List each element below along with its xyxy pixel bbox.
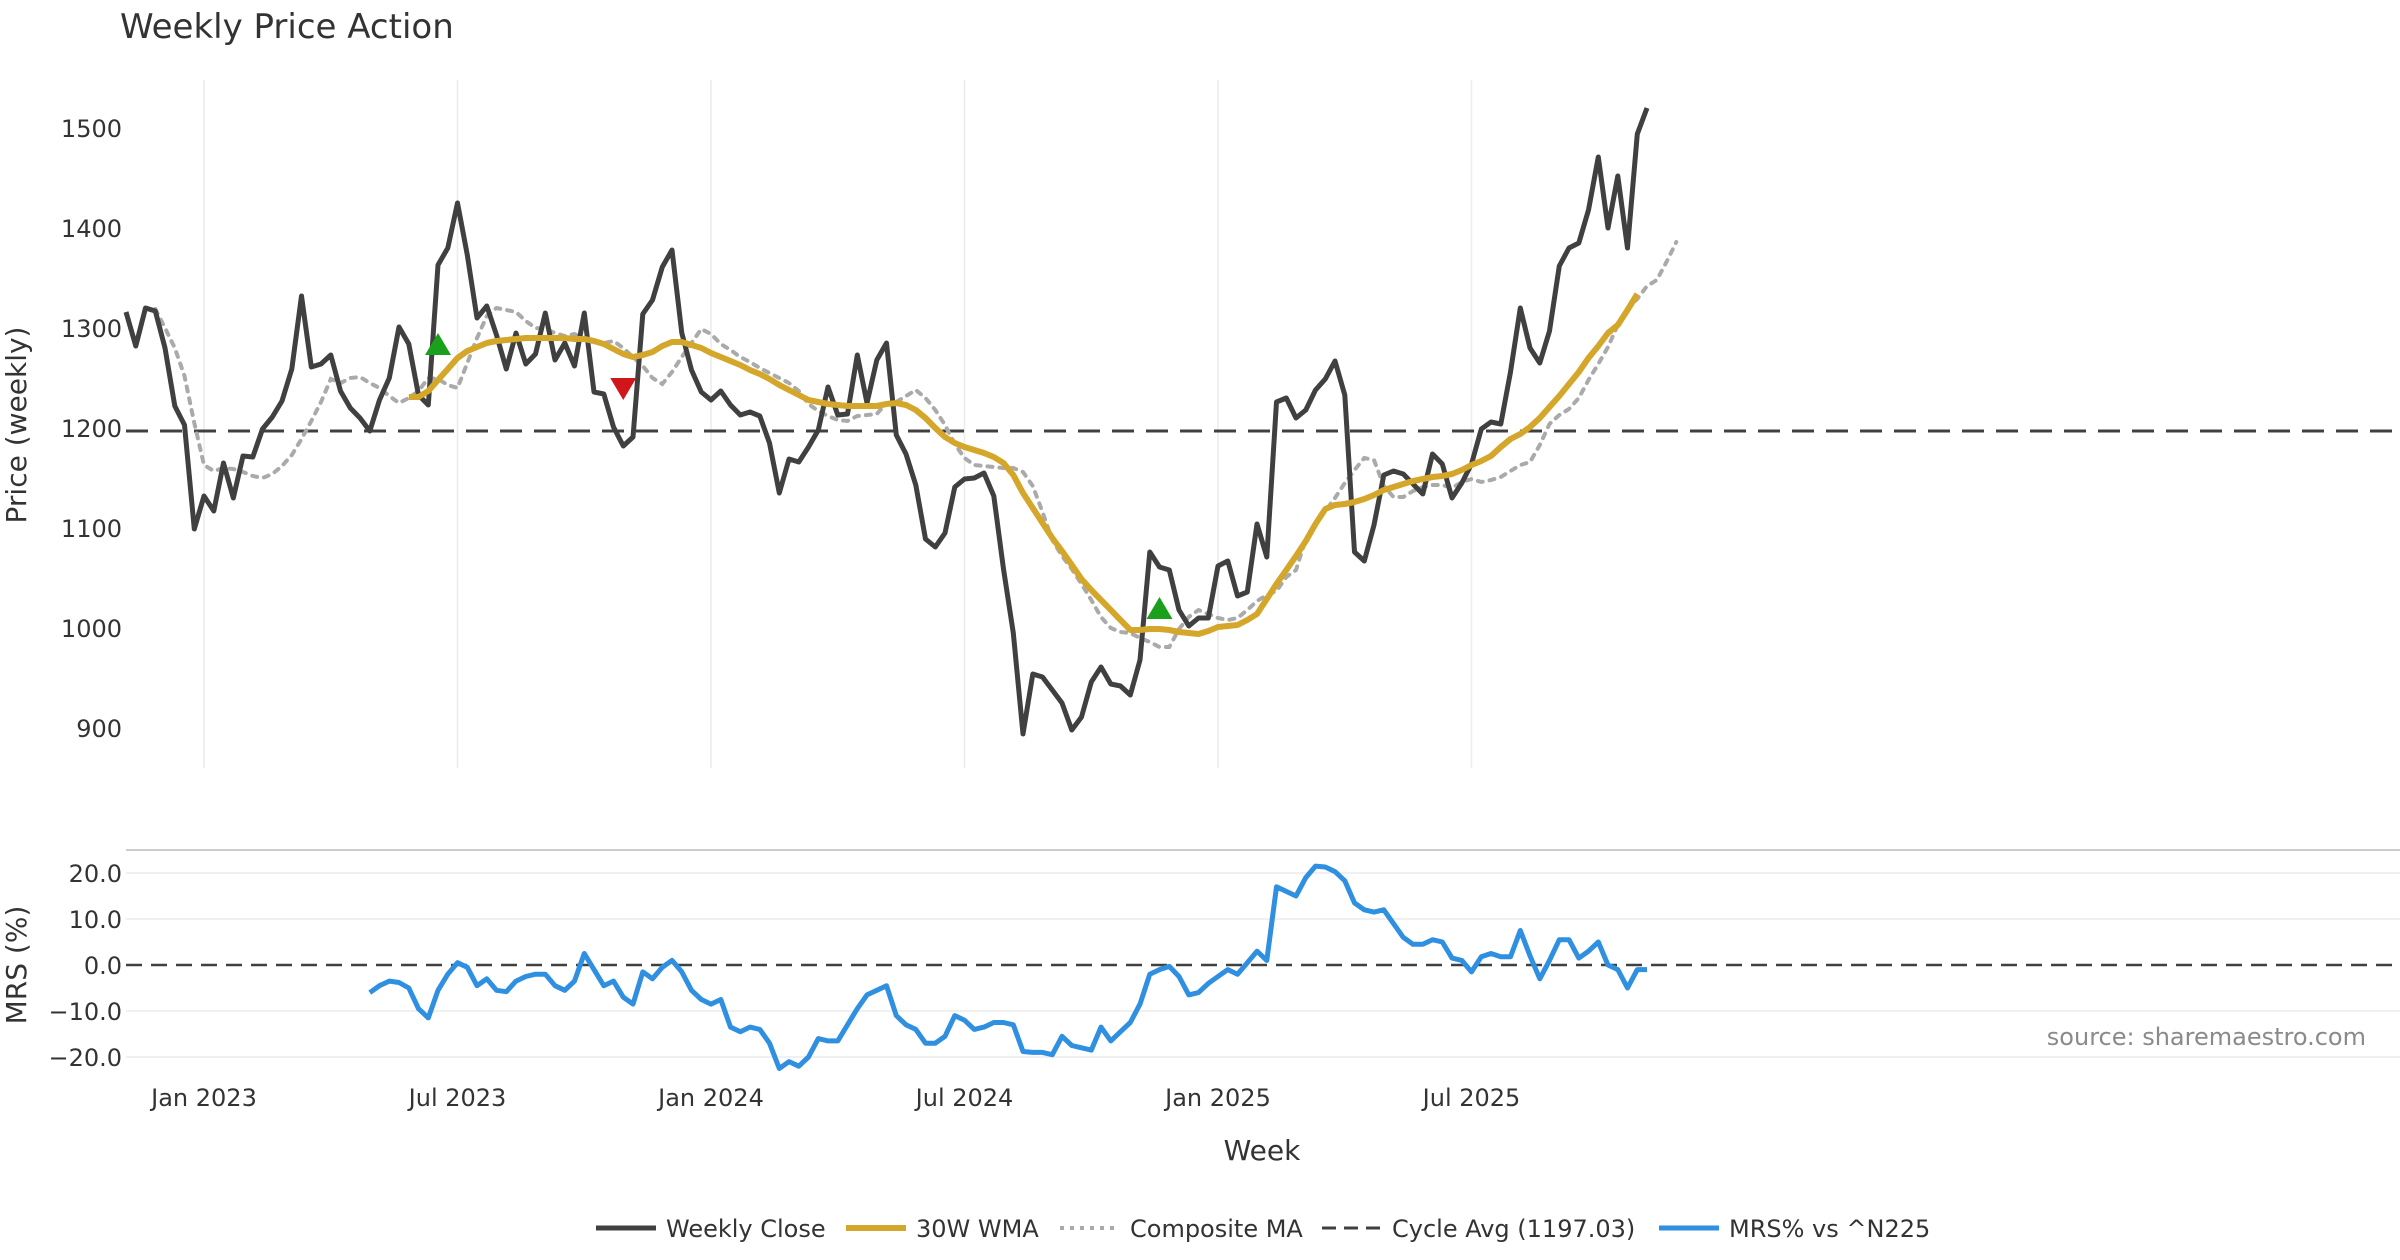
- signal-markers: [425, 333, 1173, 619]
- price-panel-grid: [203, 80, 1473, 768]
- x-tick: Jul 2023: [407, 1084, 507, 1112]
- legend-label: MRS% vs ^N225: [1729, 1215, 1930, 1243]
- mrs-y-axis-label: MRS (%): [0, 906, 33, 1025]
- sell-signal-marker: [610, 378, 637, 400]
- wma-30w-line: [408, 292, 1640, 637]
- price-y-tick: 1000: [61, 615, 122, 643]
- price-y-axis: 900 1000 1100 1200 1300 1400 1500: [61, 115, 122, 743]
- mrs-y-tick: 10.0: [69, 906, 122, 934]
- buy-signal-marker: [1146, 597, 1173, 619]
- x-tick: Jan 2024: [656, 1084, 764, 1112]
- chart-title: Weekly Price Action: [120, 7, 454, 47]
- legend-label: Cycle Avg (1197.03): [1392, 1215, 1635, 1243]
- mrs-y-tick: −10.0: [48, 998, 122, 1026]
- x-tick: Jan 2025: [1163, 1084, 1271, 1112]
- price-y-tick: 1400: [61, 215, 122, 243]
- weekly-close-line: [123, 107, 1650, 737]
- price-y-axis-label: Price (weekly): [0, 327, 33, 524]
- legend-label: Weekly Close: [666, 1215, 826, 1243]
- price-y-tick: 1100: [61, 515, 122, 543]
- x-tick: Jan 2023: [149, 1084, 257, 1112]
- legend: Weekly Close 30W WMA Composite MA Cycle Avg…: [596, 1215, 1930, 1243]
- x-tick: Jul 2024: [914, 1084, 1014, 1112]
- mrs-line: [368, 863, 1647, 1071]
- legend-label: 30W WMA: [916, 1215, 1039, 1243]
- price-y-tick: 1300: [61, 315, 122, 343]
- price-y-tick: 1200: [61, 415, 122, 443]
- mrs-y-axis: 20.0 10.0 0.0 −10.0 −20.0: [48, 860, 122, 1072]
- buy-signal-marker: [425, 333, 451, 355]
- x-axis: Jan 2023 Jul 2023 Jan 2024 Jul 2024 Jan 2025…: [149, 1084, 1520, 1112]
- mrs-panel-grid: [126, 872, 2400, 1058]
- price-y-tick: 900: [76, 715, 122, 743]
- mrs-y-tick: 0.0: [84, 952, 122, 980]
- composite-ma-line: [153, 240, 1679, 649]
- mrs-y-tick: 20.0: [69, 860, 122, 888]
- x-tick: Jul 2025: [1421, 1084, 1521, 1112]
- source-note: source: sharemaestro.com: [2047, 1023, 2366, 1051]
- mrs-y-tick: −20.0: [48, 1044, 122, 1072]
- price-y-tick: 1500: [61, 115, 122, 143]
- x-axis-label: Week: [1224, 1134, 1301, 1167]
- legend-label: Composite MA: [1130, 1215, 1303, 1243]
